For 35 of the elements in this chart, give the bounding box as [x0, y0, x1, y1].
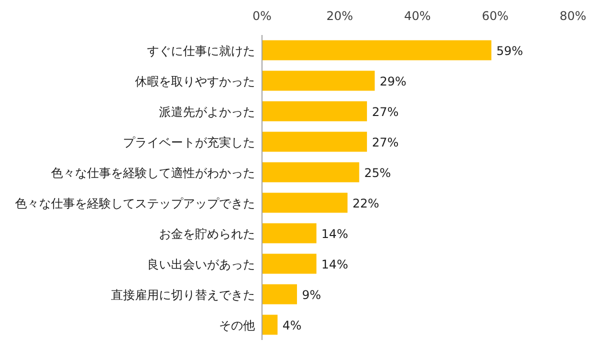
bar — [262, 314, 278, 335]
data-label: 22% — [352, 196, 380, 210]
data-label: 4% — [282, 318, 302, 332]
data-label: 27% — [372, 135, 399, 150]
bar — [262, 223, 316, 244]
bar — [262, 162, 360, 182]
data-label: 14% — [321, 257, 348, 272]
x-tick-label: 60% — [482, 9, 509, 23]
y-tick-label: 休暇を取りやすかった — [135, 74, 255, 88]
y-tick-label: 色々な仕事を経験して適性がわかった — [51, 166, 255, 180]
bar — [262, 40, 492, 60]
bar — [262, 254, 316, 274]
y-tick-label: すぐに仕事に就けた — [147, 44, 255, 58]
data-label: 59% — [496, 44, 524, 58]
data-label: 27% — [372, 104, 399, 119]
y-tick-label: 良い出会いがあった — [147, 257, 255, 272]
x-tick-label: 80% — [560, 9, 586, 23]
data-label: 9% — [302, 288, 322, 302]
bar — [262, 192, 348, 213]
data-label: 14% — [321, 226, 348, 241]
y-tick-label: 派遣先がよかった — [159, 104, 255, 119]
x-tick-label: 0% — [252, 9, 272, 23]
y-tick-label: お金を貯められた — [159, 226, 255, 241]
y-tick-label: その他 — [219, 318, 255, 332]
bar — [262, 132, 367, 152]
data-label: 29% — [380, 74, 406, 88]
y-tick-label: 直接雇用に切り替えできた — [111, 288, 255, 302]
data-label: 25% — [364, 166, 391, 180]
x-tick-label: 20% — [326, 9, 354, 23]
bar — [262, 70, 375, 91]
bar — [262, 101, 367, 122]
x-tick-label: 40% — [404, 9, 431, 23]
bar — [262, 284, 297, 304]
y-tick-label: プライベートが充実した — [123, 135, 255, 150]
y-tick-label: 色々な仕事を経験してステップアップできた — [15, 196, 255, 210]
